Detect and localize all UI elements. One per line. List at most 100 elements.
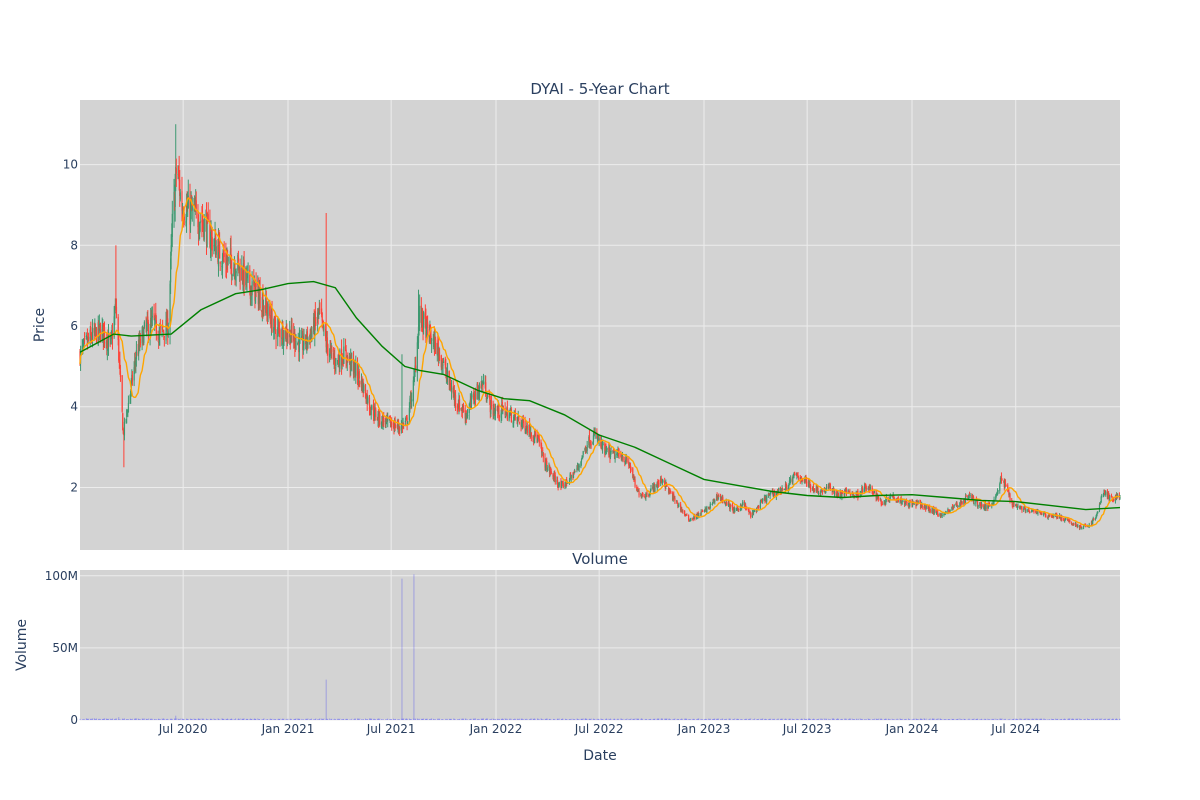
candle-body: [685, 514, 687, 516]
volume-bar: [956, 719, 958, 720]
volume-bar: [560, 719, 562, 720]
volume-bar: [477, 719, 479, 720]
candle-body: [568, 479, 571, 484]
volume-bar: [154, 718, 156, 720]
candle-body: [786, 485, 788, 490]
volume-bar: [1039, 718, 1041, 720]
candle-body: [1103, 489, 1105, 495]
volume-bar: [968, 718, 970, 720]
volume-bar: [159, 719, 161, 720]
volume-bar: [888, 718, 890, 720]
candle-body: [158, 334, 160, 341]
candle-body: [155, 313, 157, 318]
candle-body: [1100, 497, 1102, 502]
candle-body: [440, 355, 442, 368]
volume-bar: [868, 719, 870, 720]
volume-bar: [770, 718, 772, 720]
volume-bar: [502, 718, 504, 720]
volume-bar: [195, 719, 197, 720]
volume-bar: [158, 718, 160, 720]
volume-bar: [185, 719, 187, 720]
volume-bar: [345, 718, 347, 720]
volume-bar: [669, 719, 671, 720]
candle-body: [233, 267, 235, 277]
candle-body: [1015, 504, 1017, 506]
volume-bar: [86, 718, 88, 720]
candle-body: [404, 420, 406, 423]
volume-bar: [310, 719, 312, 720]
volume-bar: [463, 718, 465, 720]
candle-body: [466, 415, 468, 418]
volume-bar: [245, 718, 247, 720]
candle-body: [864, 483, 866, 490]
candle-body: [590, 444, 592, 446]
volume-bar: [690, 719, 692, 720]
candle-body: [636, 488, 638, 490]
candle-body: [630, 468, 632, 470]
volume-bar: [649, 718, 651, 720]
candle-body: [589, 443, 592, 445]
volume-bar: [789, 718, 791, 720]
volume-bar: [685, 718, 687, 720]
candle-body: [805, 477, 807, 482]
candle-body: [541, 451, 543, 453]
candle-body: [159, 329, 161, 336]
volume-bar: [657, 718, 659, 720]
volume-bar: [325, 679, 327, 720]
candle-body: [406, 417, 408, 425]
volume-bar: [421, 718, 423, 720]
volume-bar: [115, 718, 117, 720]
volume-bar: [408, 718, 410, 720]
candle-body: [87, 336, 90, 340]
volume-bar: [326, 719, 328, 720]
volume-bar: [831, 718, 833, 720]
candle-body: [1075, 524, 1077, 526]
candle-body: [538, 438, 540, 443]
candle-body: [1007, 485, 1009, 491]
candle-body: [441, 360, 444, 367]
volume-bar: [314, 719, 316, 720]
volume-bar: [925, 718, 927, 720]
volume-bar: [194, 718, 196, 720]
candle-body: [704, 508, 706, 511]
candle-body: [742, 501, 744, 505]
candle-body: [873, 491, 875, 494]
candle-body: [979, 501, 981, 506]
volume-bar: [786, 718, 788, 720]
candle-body: [370, 410, 372, 415]
volume-bar: [456, 719, 458, 720]
candle-body: [618, 453, 620, 455]
candle-body: [574, 470, 576, 473]
candle-body: [859, 492, 861, 498]
volume-bar: [973, 719, 975, 720]
volume-bar: [674, 718, 676, 720]
candle-body: [629, 465, 632, 470]
volume-bar: [183, 719, 185, 720]
volume-bar: [669, 719, 671, 720]
date-x-ticks: Jul 2020 Jan 2021 Jul 2021 Jan 2022 Jul 2022…: [158, 722, 1040, 736]
candle-body: [500, 413, 502, 418]
volume-bar: [869, 719, 871, 720]
candle-body: [911, 501, 914, 506]
volume-bar: [174, 718, 176, 720]
candle-body: [1011, 501, 1013, 506]
volume-bar: [1056, 718, 1058, 720]
volume-bar: [1071, 719, 1073, 720]
candle-body: [179, 192, 181, 200]
volume-bar: [366, 719, 368, 720]
candle-body: [821, 489, 824, 492]
volume-bar: [504, 718, 506, 720]
candle-body: [287, 335, 289, 337]
candle-body: [1108, 493, 1110, 498]
candle-body: [1021, 507, 1023, 511]
volume-bar: [913, 718, 915, 720]
volume-bar: [839, 719, 841, 720]
volume-bar: [837, 718, 839, 720]
candle-body: [996, 491, 999, 493]
volume-bar: [425, 718, 427, 720]
candle-body: [688, 515, 690, 520]
volume-bar: [773, 719, 775, 720]
volume-bar: [879, 718, 881, 720]
volume-bar: [682, 719, 684, 720]
